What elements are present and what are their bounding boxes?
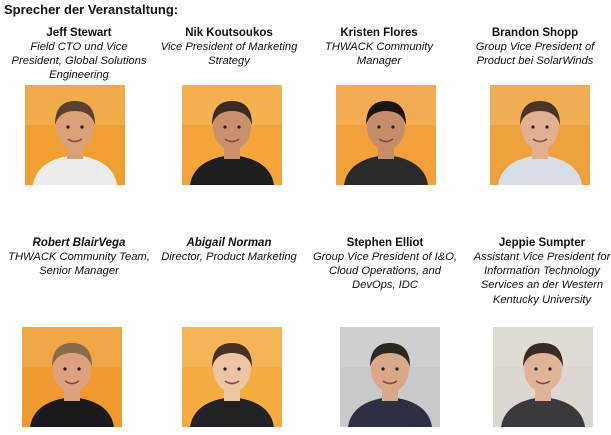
speaker-title: Director, Product Marketing [161,251,297,263]
portrait-graphic [493,327,593,427]
speaker-photo [490,85,590,185]
speaker-title: Group Vice President of Product bei Sola… [475,41,595,68]
speaker-card: Jeff Stewart Field CTO und Vice Presiden… [5,26,153,83]
speaker-card: Abigail Norman Director, Product Marketi… [155,236,303,264]
speaker-title: THWACK Community Team, Senior Manager [8,251,150,278]
portrait-graphic [22,327,122,427]
speaker-name: Brandon Shopp [491,27,579,39]
speaker-title: Vice President of Marketing Strategy [160,41,298,68]
speaker-title: THWACK Community Manager [325,41,433,68]
speaker-photo [22,327,122,427]
portrait-graphic [182,85,282,185]
speaker-card: Nik Koutsoukos Vice President of Marketi… [155,26,303,68]
speaker-card: Stephen Elliot Group Vice President of I… [311,236,459,293]
speaker-photo [493,327,593,427]
speaker-name: Kristen Flores [340,27,418,39]
portrait-graphic [182,327,282,427]
speaker-card: Jeppie Sumpter Assistant Vice President … [468,236,611,307]
page-heading: Sprecher der Veranstaltung: [4,2,179,17]
speaker-name: Abigail Norman [186,237,272,249]
speaker-title: Assistant Vice President for Information… [473,251,611,306]
speaker-photo [340,327,440,427]
speaker-name: Nik Koutsoukos [185,27,273,39]
speaker-photo [336,85,436,185]
speaker-card: Kristen Flores THWACK Community Manager [305,26,453,68]
speaker-name: Stephen Elliot [346,237,424,249]
speaker-photo [182,327,282,427]
portrait-graphic [340,327,440,427]
speaker-card: Brandon Shopp Group Vice President of Pr… [461,26,609,68]
speaker-title: Group Vice President of I&O, Cloud Opera… [312,251,458,292]
speaker-photo [182,85,282,185]
portrait-graphic [25,85,125,185]
speaker-name: Robert BlairVega [32,237,126,249]
speaker-name: Jeff Stewart [46,27,112,39]
portrait-graphic [336,85,436,185]
speaker-photo [25,85,125,185]
speaker-title: Field CTO und Vice President, Global Sol… [11,41,147,82]
portrait-graphic [490,85,590,185]
speaker-card: Robert BlairVega THWACK Community Team, … [5,236,153,278]
speaker-name: Jeppie Sumpter [498,237,586,249]
